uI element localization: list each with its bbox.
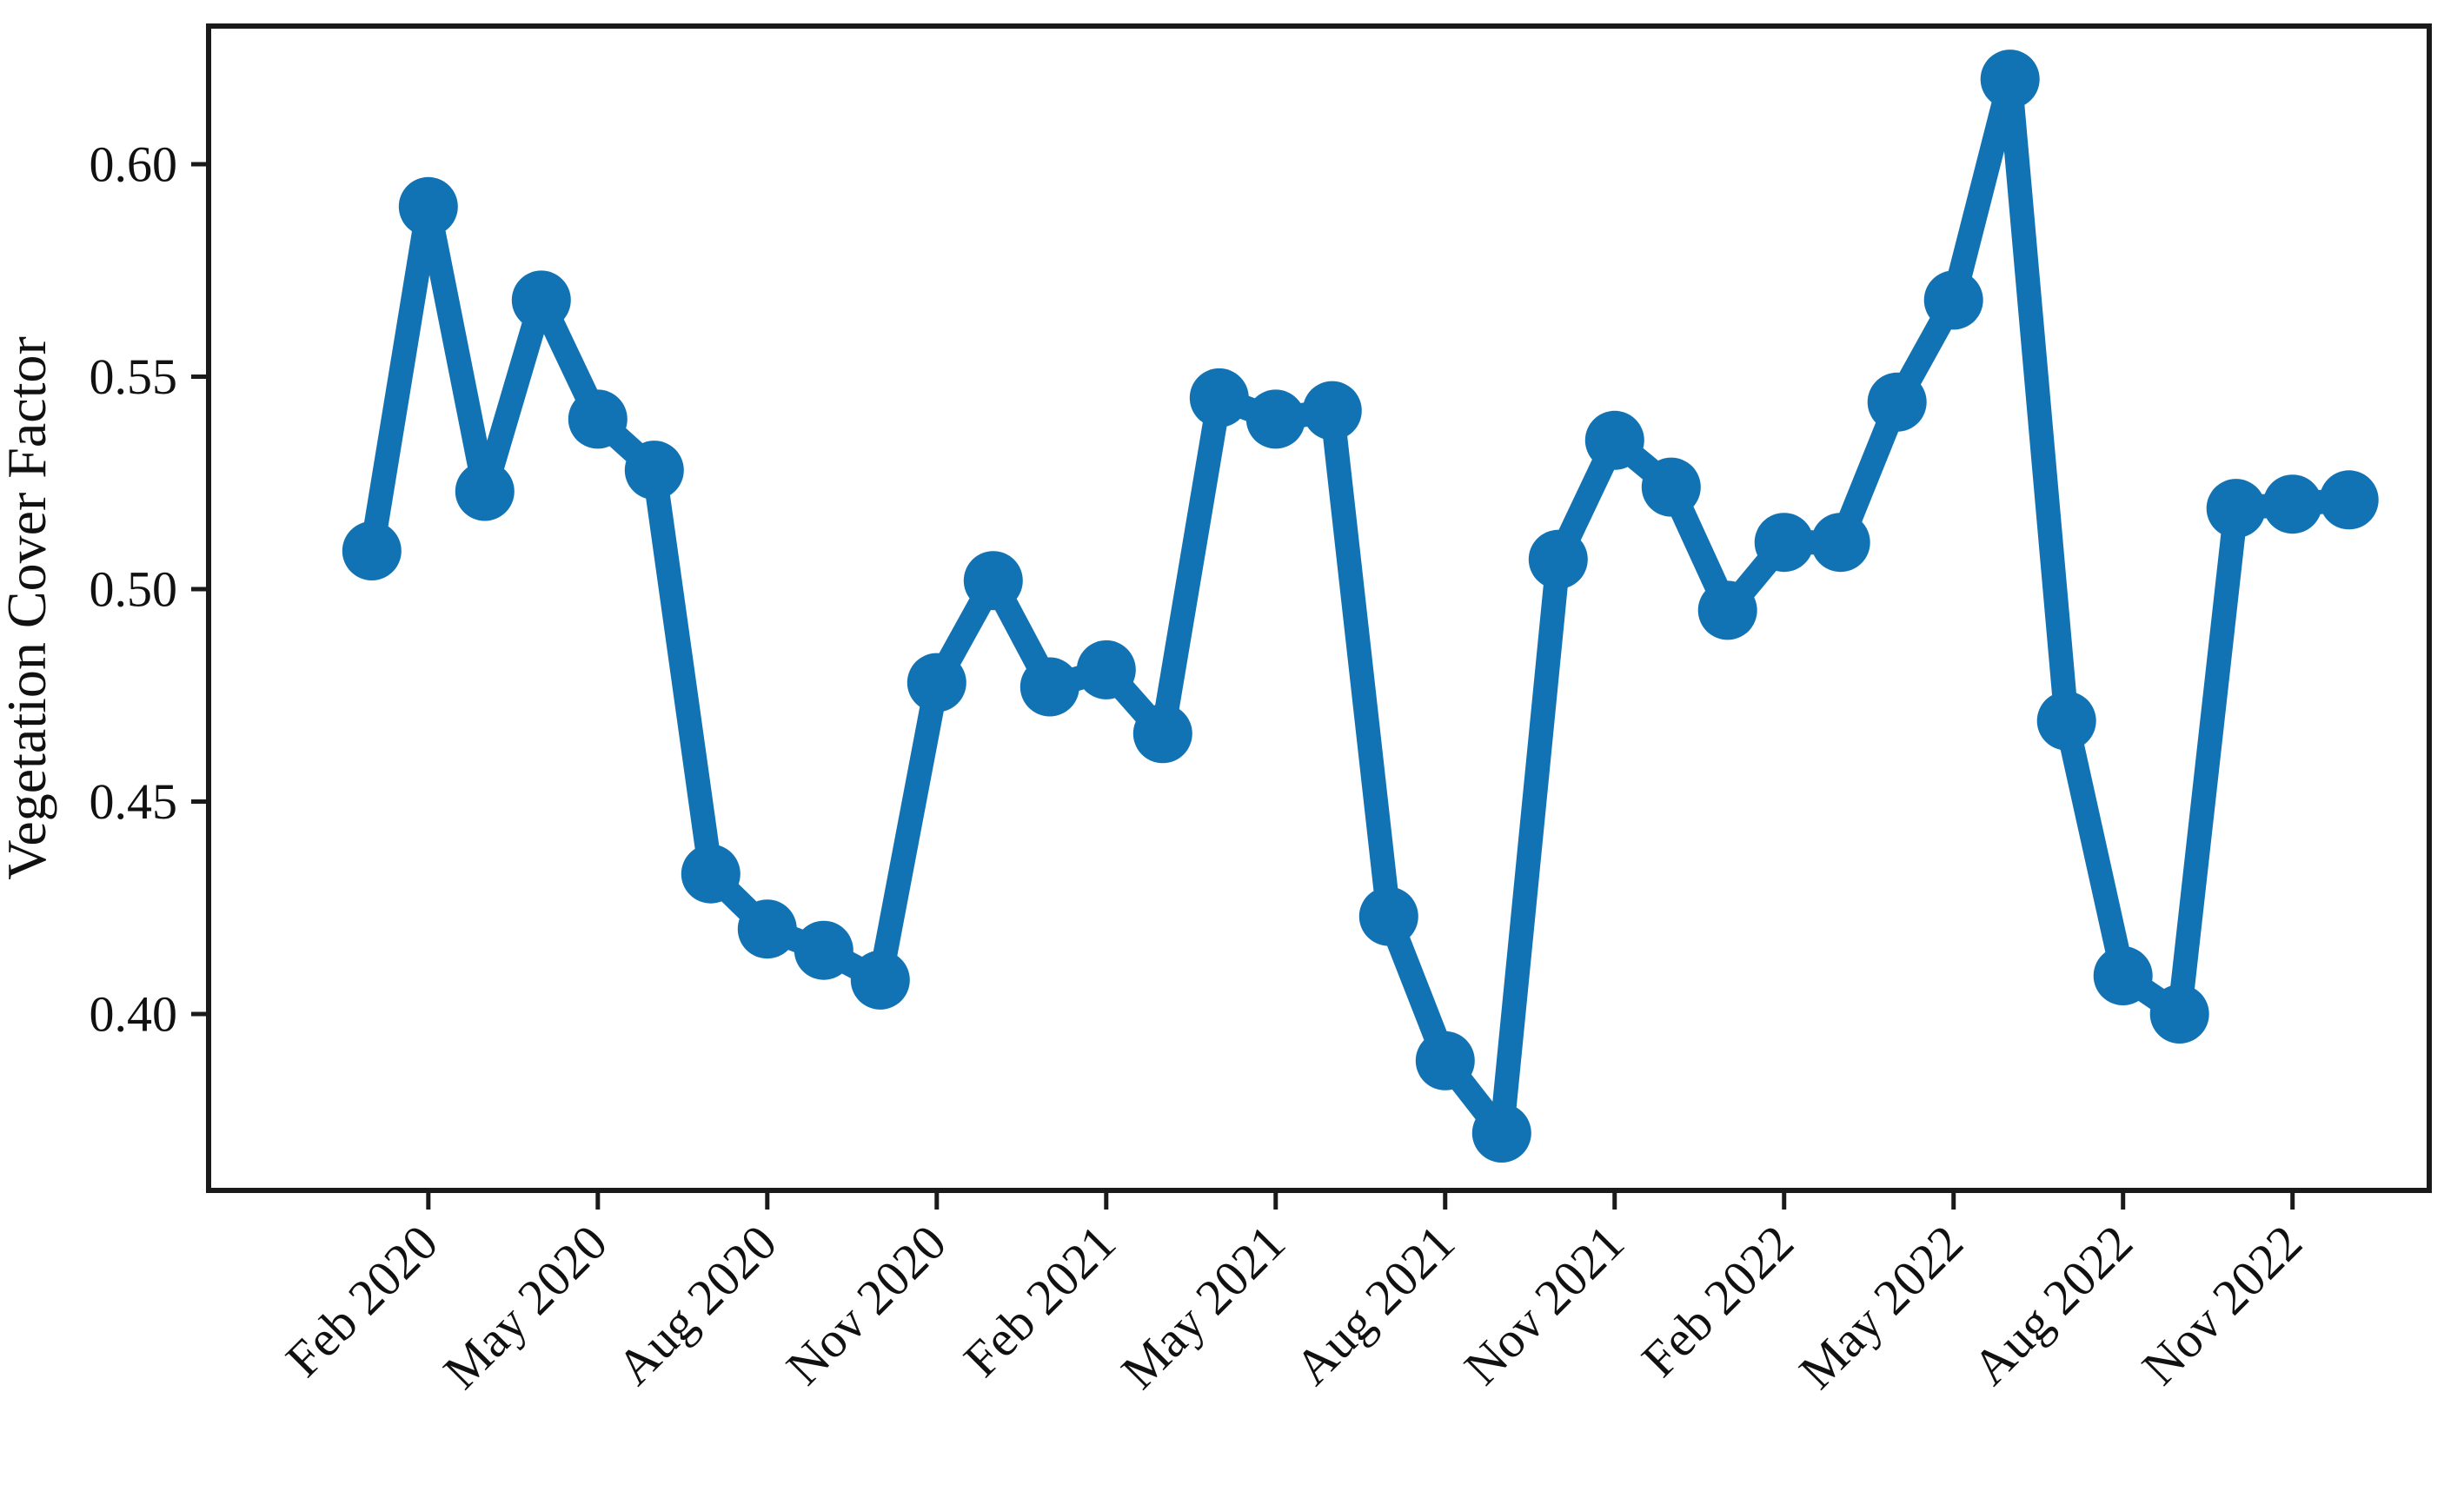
data-point bbox=[1076, 640, 1136, 699]
data-point bbox=[2036, 691, 2096, 751]
x-tick-label: Aug 2021 bbox=[1284, 1214, 1465, 1395]
x-tick-label: Feb 2021 bbox=[953, 1214, 1126, 1388]
data-point bbox=[794, 920, 853, 980]
axes-spines bbox=[206, 23, 2432, 1193]
y-tick-label: 0.60 bbox=[90, 136, 178, 192]
data-point bbox=[1923, 270, 1983, 330]
data-point bbox=[2262, 474, 2322, 534]
data-point bbox=[1641, 457, 1701, 517]
data-point bbox=[963, 551, 1023, 611]
y-axis-label: Vegetation Cover Factor bbox=[0, 336, 57, 880]
data-point bbox=[1980, 50, 2040, 109]
data-point bbox=[1584, 410, 1644, 470]
data-point bbox=[1528, 529, 1588, 589]
plot-area bbox=[209, 26, 2429, 1190]
y-tick-label: 0.40 bbox=[90, 986, 178, 1043]
x-tick-label: Feb 2020 bbox=[275, 1214, 448, 1388]
x-tick-label: Nov 2021 bbox=[1453, 1214, 1635, 1395]
data-point bbox=[624, 441, 684, 500]
data-point bbox=[1471, 1104, 1531, 1163]
data-line bbox=[359, 67, 2361, 1145]
x-tick-label: May 2020 bbox=[433, 1214, 618, 1399]
data-point bbox=[1867, 372, 1927, 432]
data-point bbox=[737, 899, 797, 959]
data-point bbox=[2206, 479, 2266, 539]
data-point bbox=[342, 521, 402, 580]
x-tick-label: Nov 2022 bbox=[2131, 1214, 2313, 1395]
axis-ticks bbox=[191, 162, 2295, 1210]
x-tick-label: Aug 2022 bbox=[1962, 1214, 2143, 1395]
x-tick-label: May 2021 bbox=[1111, 1214, 1296, 1399]
y-tick-label: 0.50 bbox=[90, 560, 178, 617]
data-point bbox=[2093, 946, 2153, 1005]
y-tick-label: 0.55 bbox=[90, 348, 178, 405]
x-tick-label: May 2022 bbox=[1788, 1214, 1973, 1399]
data-point bbox=[455, 461, 515, 521]
data-point bbox=[1302, 381, 1362, 441]
y-tick-label: 0.45 bbox=[90, 773, 178, 830]
data-point bbox=[850, 950, 910, 1010]
data-point bbox=[907, 653, 966, 713]
data-point bbox=[1189, 368, 1249, 428]
data-point bbox=[1754, 513, 1814, 573]
data-point bbox=[1697, 580, 1757, 640]
data-point bbox=[511, 270, 571, 330]
data-point bbox=[2149, 984, 2209, 1044]
data-series bbox=[342, 50, 2379, 1163]
data-point bbox=[1358, 886, 1418, 946]
x-tick-label: Feb 2022 bbox=[1630, 1214, 1804, 1388]
x-tick-label: Nov 2020 bbox=[775, 1214, 957, 1395]
data-point bbox=[681, 844, 741, 904]
data-point bbox=[1019, 657, 1079, 717]
data-point bbox=[398, 176, 458, 236]
data-point bbox=[1245, 389, 1305, 449]
x-tick-label: Aug 2020 bbox=[606, 1214, 787, 1395]
data-point bbox=[568, 389, 628, 449]
data-point bbox=[2319, 470, 2379, 530]
data-point bbox=[1415, 1031, 1475, 1090]
data-point bbox=[1810, 513, 1870, 573]
data-point bbox=[1132, 704, 1192, 764]
